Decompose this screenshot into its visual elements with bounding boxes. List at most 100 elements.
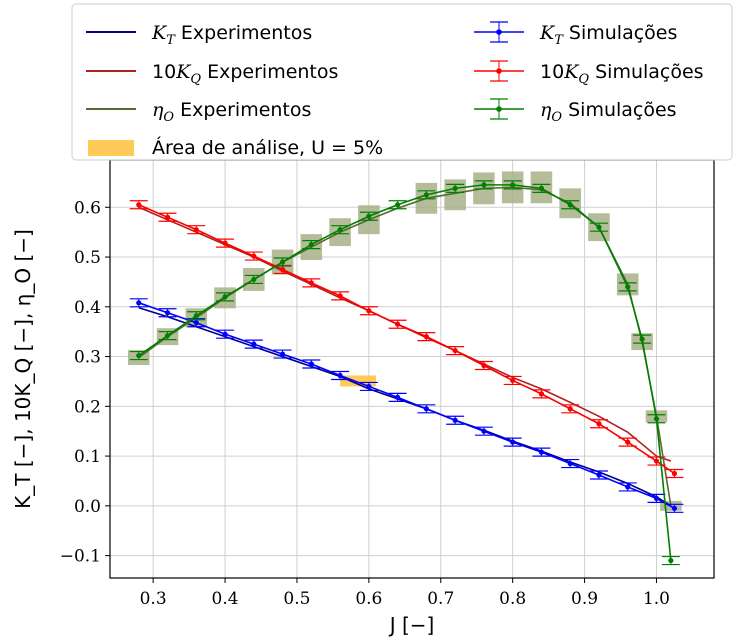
y-tick-label: 0.5 [74, 248, 101, 268]
grid [110, 160, 714, 578]
data-point [625, 284, 631, 290]
x-tick-label: 1.0 [643, 589, 670, 609]
simulation-line [138, 204, 675, 475]
data-point [538, 391, 545, 397]
data-point [671, 505, 678, 511]
data-point [668, 557, 674, 564]
legend-label: Área de análise, U = 5% [152, 136, 383, 159]
data-point [481, 182, 487, 188]
y-tick-label: 0.2 [74, 397, 101, 417]
plot-frame [109, 159, 715, 579]
data-point [653, 495, 660, 501]
y-axis-label: K_T [−], 10K_Q [−], η_O [−] [11, 229, 35, 509]
data-point [639, 336, 645, 342]
data-point [222, 240, 228, 246]
x-tick-label: 0.4 [212, 589, 239, 609]
data-point [337, 293, 343, 299]
data-point [337, 227, 343, 233]
x-tick-label: 0.3 [140, 589, 167, 609]
legend-label: ηO Experimentos [152, 99, 311, 125]
data-point [653, 416, 660, 422]
data-point [538, 185, 545, 191]
data-point [395, 394, 401, 400]
data-point [596, 224, 602, 230]
data-point [136, 352, 142, 359]
data-point [653, 458, 660, 464]
x-tick-label: 0.9 [571, 589, 598, 609]
data-point [251, 341, 257, 347]
data-point [481, 428, 487, 434]
legend-marker [496, 29, 502, 35]
data-point [193, 320, 199, 326]
legend-marker [496, 68, 502, 74]
y-tick-label: −0.1 [60, 547, 101, 567]
x-tick-label: 0.5 [283, 589, 310, 609]
data-point [625, 484, 631, 490]
data-point [308, 361, 314, 367]
legend-label: 10KQ Simulações [540, 61, 704, 87]
data-point [308, 280, 314, 286]
data-point [538, 449, 545, 455]
y-axis-ticks: −0.1 0.0 0.1 0.2 0.3 0.4 0.5 0.6 [60, 198, 110, 567]
y-tick-label: 0.6 [74, 198, 101, 218]
data-point [671, 470, 678, 477]
data-point [366, 308, 372, 314]
legend-marker [496, 106, 502, 112]
y-tick-label: 0.3 [74, 348, 101, 368]
data-point [596, 421, 602, 427]
data-point [452, 417, 458, 423]
data-point [423, 406, 429, 412]
x-tick-label: 0.6 [355, 589, 382, 609]
x-tick-label: 0.7 [427, 589, 454, 609]
data-point [193, 313, 199, 319]
data-point [366, 383, 372, 390]
simulation-line [138, 302, 675, 510]
data-point [423, 334, 429, 340]
analysis-area-rect [340, 375, 377, 387]
data-point [251, 276, 257, 283]
data-point [567, 460, 573, 467]
x-axis-ticks: 0.3 0.4 0.5 0.6 0.7 0.8 0.9 1.0 [140, 578, 670, 609]
data-point [567, 406, 573, 412]
data-point [366, 213, 372, 219]
data-point [567, 202, 573, 208]
data-point [625, 439, 631, 445]
data-point [222, 294, 228, 300]
data-point [251, 253, 257, 259]
legend-swatch [88, 140, 134, 156]
y-tick-label: 0.4 [74, 298, 101, 318]
data-point [279, 259, 286, 265]
data-point [510, 439, 516, 445]
legend-label: KT Experimentos [151, 22, 312, 48]
data-point [136, 202, 142, 208]
data-point [279, 351, 286, 357]
legend-label: 10KQ Experimentos [152, 61, 338, 87]
simulation-series [129, 180, 684, 566]
x-tick-label: 0.8 [499, 589, 526, 609]
data-point [596, 472, 602, 478]
data-point [136, 300, 142, 306]
y-tick-label: 0.1 [74, 447, 101, 467]
data-point [452, 185, 458, 191]
data-point [395, 202, 401, 208]
data-point [193, 227, 199, 233]
legend: KT Experimentos 10KQ Experimentos ηO Exper… [71, 3, 733, 161]
legend-label: KT Simulações [539, 22, 677, 48]
data-point [164, 214, 171, 220]
data-point [222, 331, 228, 337]
data-point [164, 310, 171, 316]
data-point [481, 362, 487, 369]
data-point [164, 333, 171, 339]
data-point [452, 347, 458, 354]
uncertainty-boxes [127, 171, 682, 511]
legend-box [71, 3, 733, 161]
data-point [510, 377, 516, 384]
data-point [423, 192, 429, 198]
data-point [337, 372, 343, 379]
data-point [279, 266, 286, 273]
data-point [510, 182, 516, 188]
x-axis-label: J [−] [388, 613, 435, 637]
legend-label: ηO Simulações [540, 99, 677, 125]
y-tick-label: 0.0 [74, 497, 101, 517]
